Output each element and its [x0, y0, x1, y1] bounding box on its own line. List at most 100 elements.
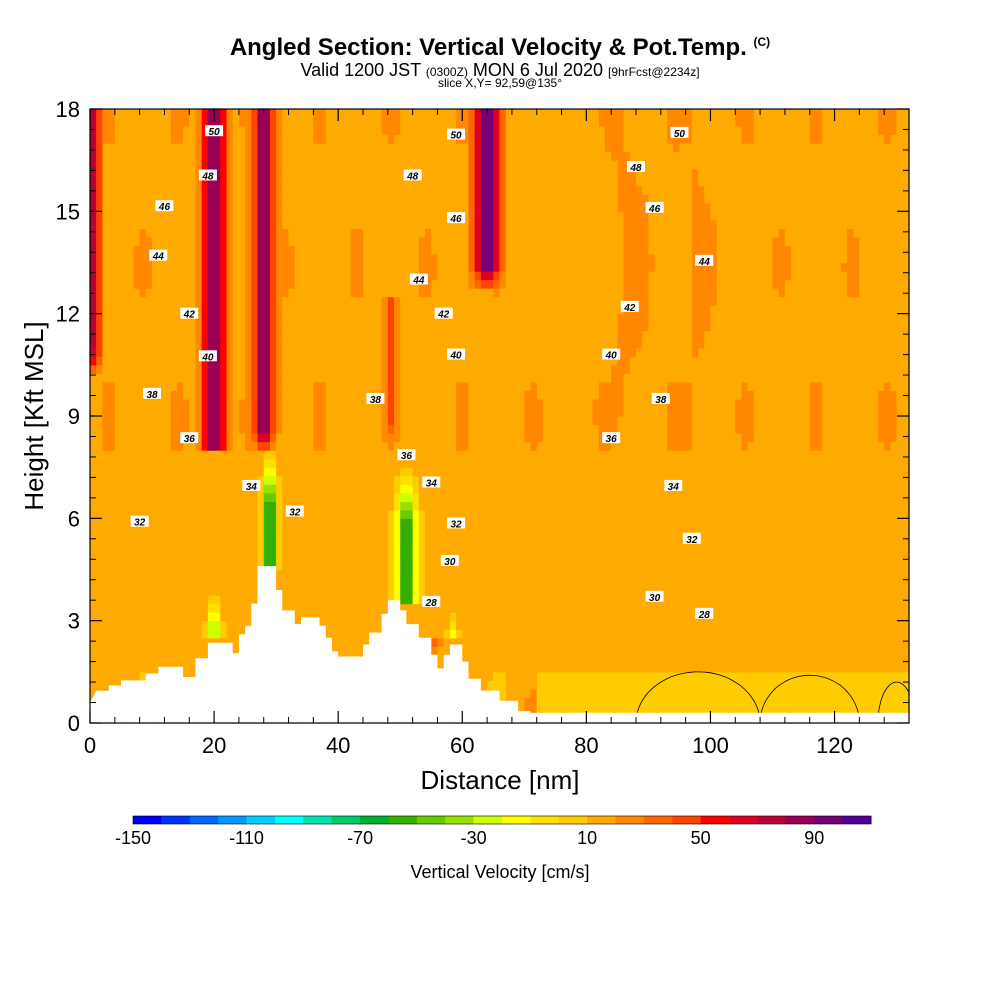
field-cell [294, 347, 302, 357]
field-cell [344, 126, 352, 136]
field-cell [226, 560, 234, 571]
field-cell [437, 509, 445, 519]
field-cell [418, 288, 426, 298]
field-cell [325, 245, 333, 255]
field-cell [269, 288, 277, 298]
field-cell [474, 535, 482, 545]
field-cell [195, 364, 203, 374]
field-cell [139, 271, 147, 281]
field-cell [121, 202, 128, 212]
field-cell [183, 262, 190, 272]
field-cell [369, 305, 376, 315]
field-cell [307, 501, 314, 511]
field-cell [251, 356, 259, 366]
field-cell [381, 322, 389, 332]
field-cell [418, 143, 426, 153]
field-cell [263, 441, 271, 451]
field-cell [381, 109, 389, 119]
field-cell [189, 612, 197, 622]
field-cell [158, 126, 166, 136]
field-cell [325, 253, 333, 264]
field-cell [251, 552, 259, 562]
field-cell [133, 339, 141, 349]
field-cell [381, 373, 389, 383]
field-cell [375, 595, 383, 605]
field-cell [214, 228, 221, 238]
field-cell [127, 603, 135, 613]
field-cell [350, 271, 358, 281]
field-cell [164, 228, 172, 238]
field-cell [369, 364, 376, 374]
field-cell [282, 560, 290, 571]
field-cell [499, 509, 507, 519]
field-cell [344, 492, 352, 502]
field-cell [170, 433, 178, 443]
field-cell [90, 595, 97, 605]
field-cell [226, 586, 234, 596]
field-cell [127, 518, 135, 528]
field-cell [145, 467, 153, 477]
field-cell [158, 398, 166, 409]
field-cell [418, 433, 426, 443]
field-cell [195, 560, 203, 571]
field-cell [474, 228, 482, 238]
field-cell [102, 219, 110, 229]
field-cell [307, 475, 314, 485]
field-cell [474, 177, 482, 187]
field-cell [499, 126, 507, 136]
field-cell [170, 526, 178, 536]
field-cell [108, 313, 116, 323]
field-cell [394, 322, 401, 332]
field-cell [102, 211, 110, 221]
field-cell [183, 381, 190, 392]
field-cell [363, 441, 370, 451]
field-cell [251, 185, 259, 195]
field-cell [220, 450, 228, 460]
field-cell [456, 262, 463, 272]
field-cell [487, 390, 494, 400]
field-cell [387, 322, 395, 332]
field-cell [294, 586, 302, 596]
field-cell [375, 262, 383, 272]
field-cell [108, 578, 116, 588]
field-cell [133, 322, 141, 332]
field-cell [412, 262, 420, 272]
field-cell [90, 450, 97, 460]
field-cell [480, 364, 488, 374]
field-cell [300, 211, 308, 221]
field-cell [238, 143, 246, 153]
field-cell [350, 143, 358, 153]
field-cell [369, 518, 376, 528]
field-cell [331, 441, 339, 451]
field-cell [369, 347, 376, 357]
field-cell [462, 518, 470, 528]
field-cell [356, 202, 364, 212]
field-cell [257, 450, 265, 460]
field-cell [121, 151, 128, 161]
field-cell [96, 663, 103, 673]
field-cell [158, 322, 166, 332]
field-cell [133, 117, 141, 127]
field-cell [431, 381, 439, 392]
field-cell [170, 202, 178, 212]
field-cell [369, 262, 376, 272]
field-cell [139, 160, 147, 170]
field-cell [238, 253, 246, 264]
field-cell [456, 552, 463, 562]
field-cell [96, 313, 103, 323]
field-cell [114, 202, 122, 212]
field-cell [207, 245, 215, 255]
field-cell [263, 279, 271, 289]
field-cell [102, 364, 110, 374]
field-cell [356, 637, 364, 647]
field-cell [207, 492, 215, 502]
field-cell [400, 117, 408, 127]
field-cell [487, 373, 494, 383]
field-cell [456, 612, 463, 622]
field-cell [511, 134, 519, 144]
field-cell [251, 322, 259, 332]
field-cell [381, 398, 389, 409]
field-cell [456, 117, 463, 127]
field-cell [325, 526, 333, 536]
field-cell [394, 347, 401, 357]
